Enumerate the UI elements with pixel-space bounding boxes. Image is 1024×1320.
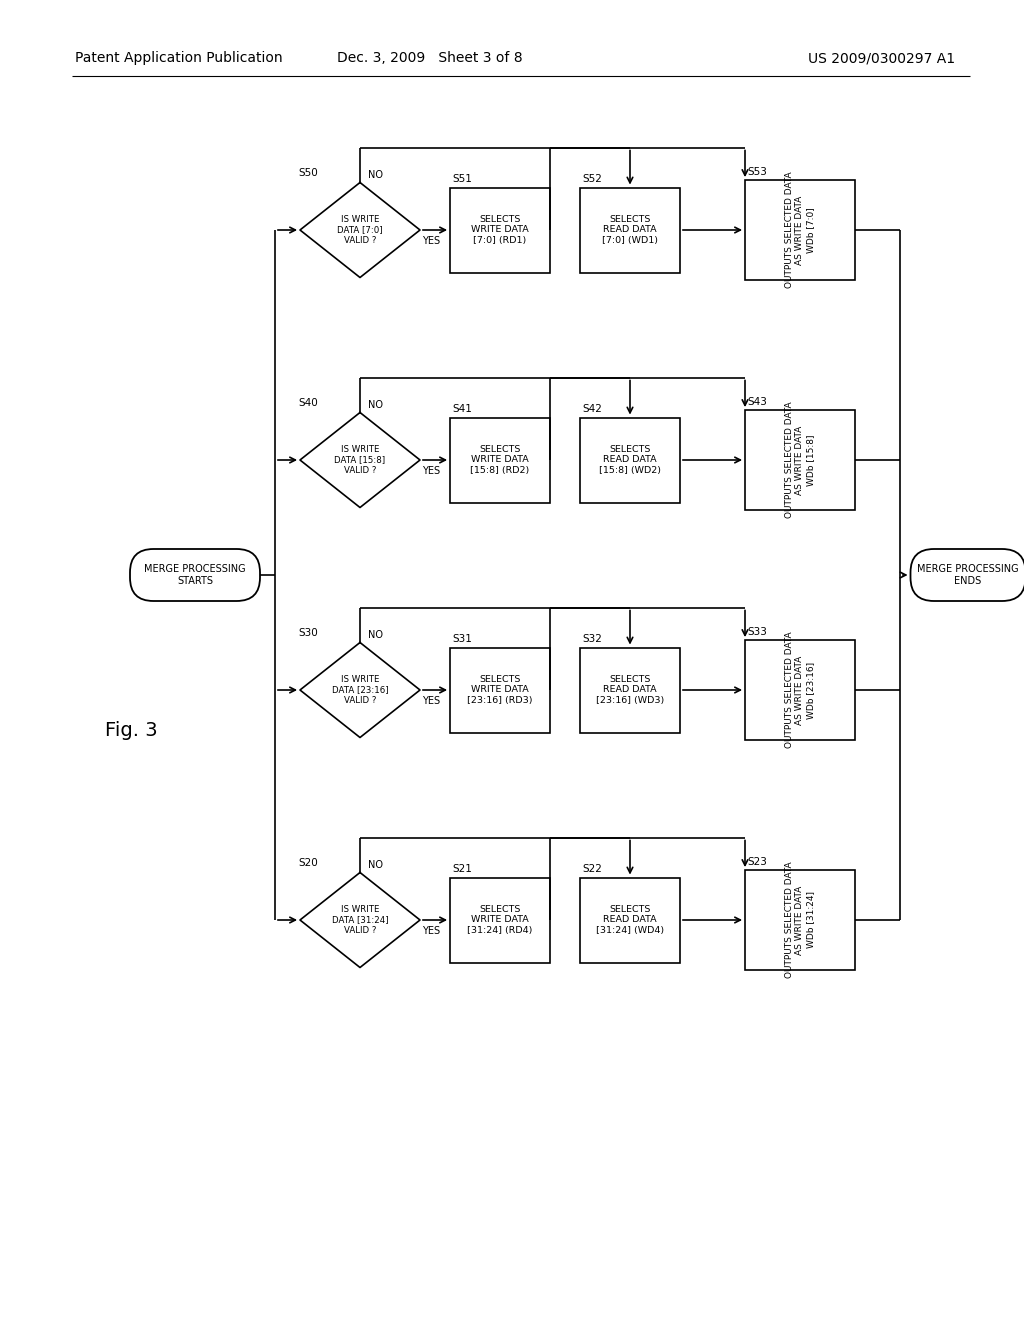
Text: OUTPUTS SELECTED DATA
AS WRITE DATA
WDb [23:16]: OUTPUTS SELECTED DATA AS WRITE DATA WDb … <box>785 632 815 748</box>
Text: US 2009/0300297 A1: US 2009/0300297 A1 <box>808 51 955 65</box>
Text: S30: S30 <box>298 628 317 639</box>
Polygon shape <box>300 873 420 968</box>
Text: NO: NO <box>368 861 383 870</box>
Text: SELECTS
WRITE DATA
[23:16] (RD3): SELECTS WRITE DATA [23:16] (RD3) <box>467 675 532 705</box>
Text: S22: S22 <box>582 865 602 874</box>
Bar <box>580 417 680 503</box>
Text: SELECTS
WRITE DATA
[7:0] (RD1): SELECTS WRITE DATA [7:0] (RD1) <box>471 215 528 246</box>
Bar <box>580 187 680 272</box>
Text: YES: YES <box>422 236 440 246</box>
Text: SELECTS
WRITE DATA
[15:8] (RD2): SELECTS WRITE DATA [15:8] (RD2) <box>470 445 529 475</box>
Text: YES: YES <box>422 696 440 706</box>
Text: SELECTS
READ DATA
[7:0] (WD1): SELECTS READ DATA [7:0] (WD1) <box>602 215 658 246</box>
Text: IS WRITE
DATA [23:16]
VALID ?: IS WRITE DATA [23:16] VALID ? <box>332 675 388 705</box>
Text: Patent Application Publication: Patent Application Publication <box>75 51 283 65</box>
Text: Fig. 3: Fig. 3 <box>105 721 158 739</box>
Text: SELECTS
READ DATA
[15:8] (WD2): SELECTS READ DATA [15:8] (WD2) <box>599 445 662 475</box>
Bar <box>580 648 680 733</box>
Text: SELECTS
WRITE DATA
[31:24] (RD4): SELECTS WRITE DATA [31:24] (RD4) <box>467 906 532 935</box>
Text: IS WRITE
DATA [7:0]
VALID ?: IS WRITE DATA [7:0] VALID ? <box>337 215 383 246</box>
Text: IS WRITE
DATA [15:8]
VALID ?: IS WRITE DATA [15:8] VALID ? <box>335 445 386 475</box>
Bar <box>745 870 855 970</box>
Text: S31: S31 <box>452 635 472 644</box>
Text: S50: S50 <box>298 169 317 178</box>
Text: SELECTS
READ DATA
[31:24] (WD4): SELECTS READ DATA [31:24] (WD4) <box>596 906 664 935</box>
Bar <box>745 640 855 741</box>
Text: OUTPUTS SELECTED DATA
AS WRITE DATA
WDb [15:8]: OUTPUTS SELECTED DATA AS WRITE DATA WDb … <box>785 401 815 519</box>
Text: S53: S53 <box>746 168 767 177</box>
Text: NO: NO <box>368 400 383 411</box>
Text: YES: YES <box>422 927 440 936</box>
FancyBboxPatch shape <box>130 549 260 601</box>
Text: S33: S33 <box>746 627 767 638</box>
Bar <box>450 878 550 962</box>
Text: MERGE PROCESSING
ENDS: MERGE PROCESSING ENDS <box>918 564 1019 586</box>
Text: S43: S43 <box>746 397 767 407</box>
Bar <box>580 878 680 962</box>
Text: S41: S41 <box>452 404 472 414</box>
FancyBboxPatch shape <box>910 549 1024 601</box>
Text: S40: S40 <box>298 399 317 408</box>
Text: YES: YES <box>422 466 440 477</box>
Text: OUTPUTS SELECTED DATA
AS WRITE DATA
WDb [7:0]: OUTPUTS SELECTED DATA AS WRITE DATA WDb … <box>785 172 815 288</box>
Text: S21: S21 <box>452 865 472 874</box>
Text: S52: S52 <box>582 174 602 185</box>
Polygon shape <box>300 643 420 738</box>
Text: NO: NO <box>368 170 383 181</box>
Polygon shape <box>300 412 420 507</box>
Text: SELECTS
READ DATA
[23:16] (WD3): SELECTS READ DATA [23:16] (WD3) <box>596 675 665 705</box>
Text: NO: NO <box>368 631 383 640</box>
Text: IS WRITE
DATA [31:24]
VALID ?: IS WRITE DATA [31:24] VALID ? <box>332 906 388 935</box>
Bar <box>450 648 550 733</box>
Text: S42: S42 <box>582 404 602 414</box>
Text: S20: S20 <box>298 858 317 869</box>
Text: Dec. 3, 2009   Sheet 3 of 8: Dec. 3, 2009 Sheet 3 of 8 <box>337 51 523 65</box>
Text: MERGE PROCESSING
STARTS: MERGE PROCESSING STARTS <box>144 564 246 586</box>
Text: OUTPUTS SELECTED DATA
AS WRITE DATA
WDb [31:24]: OUTPUTS SELECTED DATA AS WRITE DATA WDb … <box>785 862 815 978</box>
Text: S51: S51 <box>452 174 472 185</box>
Bar <box>450 187 550 272</box>
Bar <box>450 417 550 503</box>
Polygon shape <box>300 182 420 277</box>
Bar <box>745 180 855 280</box>
Bar <box>745 411 855 510</box>
Text: S32: S32 <box>582 635 602 644</box>
Text: S23: S23 <box>746 857 767 867</box>
